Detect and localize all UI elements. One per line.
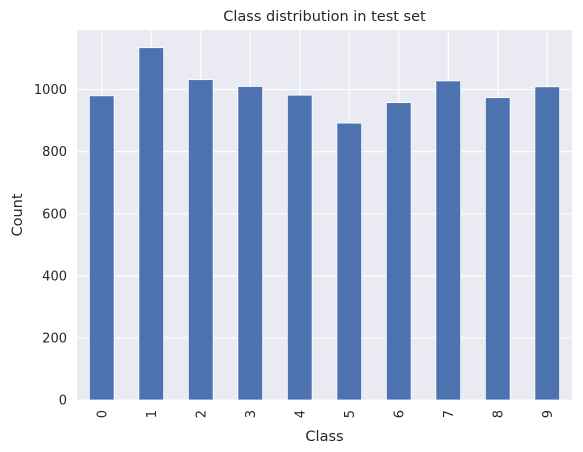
y-axis-label: Count xyxy=(10,193,26,236)
bar-class-4 xyxy=(286,94,313,401)
bar-class-5 xyxy=(336,122,363,401)
y-tick-label: 200 xyxy=(42,331,67,346)
y-tick-label: 1000 xyxy=(34,83,67,98)
bar-class-8 xyxy=(484,97,511,401)
x-tick-label: 9 xyxy=(541,410,556,418)
bar-class-6 xyxy=(385,102,412,401)
x-tick-label: 1 xyxy=(145,410,160,418)
y-tick-label: 0 xyxy=(59,394,67,409)
bar-class-9 xyxy=(534,86,561,401)
x-tick-label: 5 xyxy=(343,410,358,418)
y-tick-label: 800 xyxy=(42,145,67,160)
x-tick-label: 3 xyxy=(244,410,259,418)
x-tick-label: 7 xyxy=(442,410,457,418)
bar-class-2 xyxy=(187,79,214,401)
x-tick-label: 4 xyxy=(293,410,308,418)
y-tick-label: 400 xyxy=(42,269,67,284)
bar-class-1 xyxy=(138,47,165,401)
x-tick-label: 2 xyxy=(194,410,209,418)
x-tick-label: 8 xyxy=(491,410,506,418)
bar-class-3 xyxy=(237,86,264,401)
bars xyxy=(88,47,561,401)
y-tick-labels: 0 200 400 600 800 1000 xyxy=(34,83,67,408)
bar-class-0 xyxy=(88,95,115,401)
bar-class-7 xyxy=(435,80,462,401)
x-axis-label: Class xyxy=(305,429,343,445)
x-tick-label: 6 xyxy=(392,410,407,418)
x-tick-label: 0 xyxy=(95,410,110,418)
chart-title: Class distribution in test set xyxy=(223,9,426,25)
x-tick-labels: 0 1 2 3 4 5 6 7 8 9 xyxy=(95,410,556,418)
y-tick-label: 600 xyxy=(42,207,67,222)
